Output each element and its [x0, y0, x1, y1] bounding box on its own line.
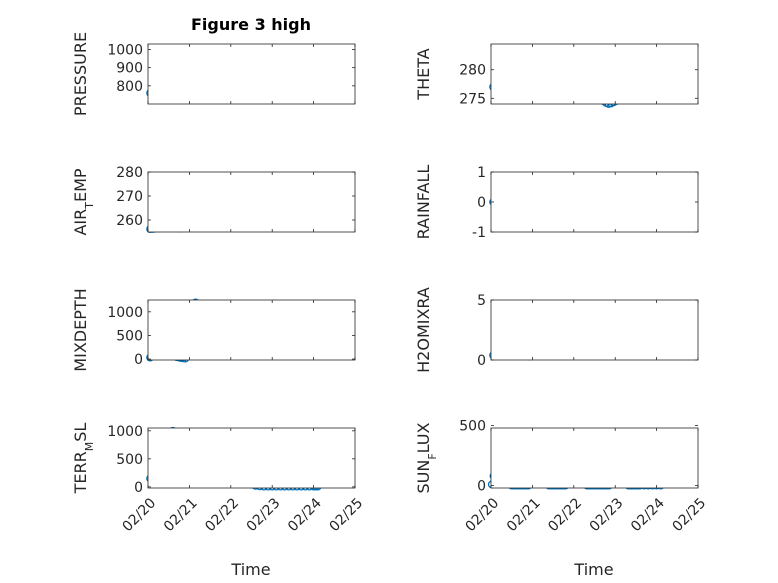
subplot-row2-left: 260 270 280 AIRTEMP — [71, 165, 356, 236]
y-axis-label: THETA — [414, 48, 433, 100]
y-tick-label: 260 — [116, 213, 143, 229]
y-tick-label: 280 — [459, 63, 486, 79]
x-tick-label: 02/24 — [628, 495, 668, 535]
subplot-top-right: 275 280 THETA — [414, 43, 699, 108]
y-tick-label: 270 — [116, 189, 143, 205]
y-tick-label: 500 — [459, 419, 486, 435]
x-axis-label-right: Time — [573, 560, 613, 579]
y-ticks: 0 500 1000 — [107, 305, 355, 368]
x-tick-label: 02/21 — [504, 495, 544, 535]
axis-frame — [147, 43, 356, 105]
y-axis-label: MIXDEPTH — [71, 288, 90, 371]
x-tick-label: 02/21 — [161, 495, 201, 535]
axis-frame — [147, 299, 356, 361]
y-tick-label: 0 — [477, 479, 486, 495]
axis-frame — [490, 427, 699, 489]
subplot-top-left: 800 900 1000 PRESSURE — [71, 32, 356, 116]
x-ticks — [490, 44, 699, 104]
x-tick-label: 02/22 — [545, 495, 585, 535]
y-axis-label: SUNFLUX — [414, 422, 439, 493]
y-ticks: 260 270 280 — [116, 165, 355, 229]
y-tick-label: 900 — [116, 61, 143, 77]
y-tick-label: 0 — [134, 352, 143, 368]
subplot-row3-left: 0 500 1000 MIXDEPTH — [71, 288, 356, 372]
x-ticks — [490, 172, 699, 232]
y-tick-label: -1 — [472, 225, 486, 241]
y-tick-label: 0 — [477, 353, 486, 369]
y-ticks: 05 — [477, 293, 698, 369]
x-tick-label: 02/25 — [326, 495, 366, 535]
y-ticks: 0 500 — [459, 419, 698, 495]
y-tick-label: 800 — [116, 79, 143, 95]
axis-frame — [147, 427, 356, 489]
x-ticks — [147, 44, 356, 104]
y-tick-label: 275 — [459, 91, 486, 107]
x-tick-label: 02/22 — [202, 495, 242, 535]
x-tick-label: 02/20 — [462, 495, 502, 535]
y-ticks: 275 280 — [459, 63, 698, 107]
y-tick-label: 500 — [116, 452, 143, 468]
y-tick-label: 1 — [477, 165, 486, 181]
subplot-bottom-right: 0 500 02/20 02/21 02/22 02/23 02/24 02/25 SUNFLU… — [414, 419, 709, 535]
axis-frame — [490, 43, 699, 105]
y-tick-label: 1000 — [107, 305, 143, 321]
x-tick-label: 02/24 — [285, 495, 325, 535]
y-tick-label: 0 — [477, 195, 486, 211]
x-tick-label: 02/23 — [244, 495, 284, 535]
subplot-bottom-left: 0 500 1000 02/20 02/21 02/22 02/23 02/24 02/25 TE… — [71, 423, 366, 535]
x-tick-label: 02/20 — [119, 495, 159, 535]
axis-frame — [147, 171, 356, 233]
x-tick-label: 02/25 — [669, 495, 709, 535]
y-axis-label: PRESSURE — [71, 32, 90, 116]
x-ticks — [490, 300, 699, 360]
y-tick-label: 1000 — [107, 424, 143, 440]
y-axis-label: TERRMSL — [71, 423, 96, 495]
y-axis-label: H2OMIXRA — [414, 287, 433, 373]
y-ticks: 0 500 1000 — [107, 424, 355, 496]
y-tick-label: 1000 — [107, 42, 143, 58]
x-axis-label-left: Time — [230, 560, 270, 579]
x-tick-label: 02/23 — [587, 495, 627, 535]
x-ticks — [147, 172, 356, 232]
y-ticks: 800 900 1000 — [107, 42, 355, 95]
axis-frame — [490, 171, 699, 233]
y-tick-label: 5 — [477, 293, 486, 309]
y-ticks: -1 0 1 — [472, 165, 698, 241]
y-tick-label: 280 — [116, 165, 143, 181]
subplot-row2-right: -1 0 1 RAINFALL — [414, 165, 699, 241]
y-axis-label: AIRTEMP — [71, 168, 96, 235]
axis-frame — [490, 299, 699, 361]
y-axis-label: RAINFALL — [414, 165, 433, 240]
figure-title: Figure 3 high — [191, 15, 311, 34]
x-ticks — [147, 300, 356, 360]
y-tick-label: 500 — [116, 328, 143, 344]
y-tick-label: 0 — [134, 480, 143, 496]
